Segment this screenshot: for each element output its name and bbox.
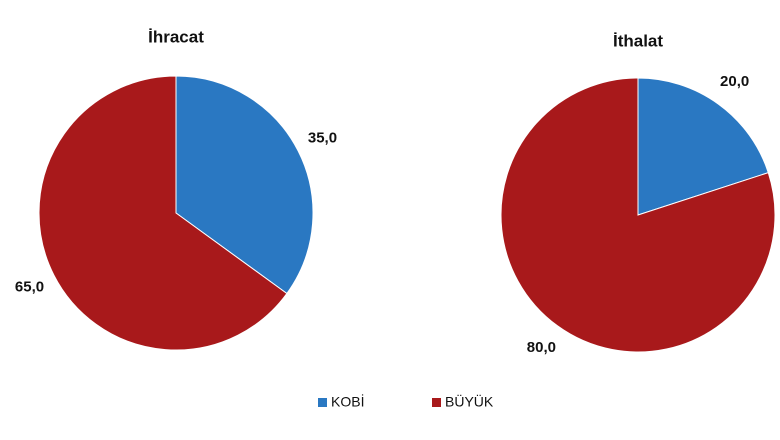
- legend-swatch: [318, 398, 327, 407]
- data-label: 20,0: [720, 73, 749, 90]
- chart-title: İhracat: [148, 27, 204, 46]
- legend-label: KOBİ: [331, 393, 364, 410]
- data-label: 80,0: [527, 339, 556, 356]
- pie-slice: [500, 77, 776, 353]
- data-label: 65,0: [15, 279, 44, 296]
- data-label: 35,0: [308, 129, 337, 146]
- pie-slice: [637, 77, 769, 216]
- legend-label: BÜYÜK: [445, 393, 494, 410]
- pie-slice: [38, 75, 288, 351]
- legend-swatch: [432, 398, 441, 407]
- chart-title: İthalat: [613, 31, 663, 50]
- pie-slice: [175, 75, 314, 295]
